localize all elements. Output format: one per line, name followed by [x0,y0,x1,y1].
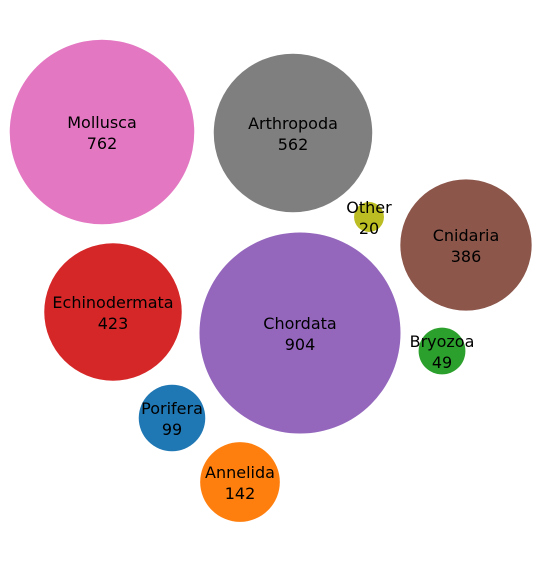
bubble-bryozoa: Bryozoa 49 [410,327,475,375]
bubble-label-mollusca: Mollusca [67,113,137,132]
bubble-value-bryozoa: 49 [432,353,452,372]
bubble-label-cnidaria: Cnidaria [433,226,500,245]
bubble-annelida: Annelida 142 [200,442,280,522]
bubble-porifera: Porifera 99 [138,384,206,452]
bubble-label-arthropoda: Arthropoda [248,114,338,133]
bubble-echinodermata: Echinodermata 423 [44,243,182,381]
bubble-other: Other 20 [346,198,392,238]
bubble-label-annelida: Annelida [205,463,275,482]
bubble-circle-chordata [199,232,401,434]
bubble-label-porifera: Porifera [141,399,203,418]
bubble-value-other: 20 [359,219,379,238]
bubble-value-annelida: 142 [225,484,256,503]
bubble-label-chordata: Chordata [263,314,336,333]
bubble-circle-echinodermata [44,243,182,381]
bubble-value-cnidaria: 386 [451,247,482,266]
bubble-chordata: Chordata 904 [199,232,401,434]
bubble-arthropoda: Arthropoda 562 [213,53,373,213]
bubble-value-echinodermata: 423 [98,314,129,333]
bubble-label-bryozoa: Bryozoa [410,332,475,351]
bubble-label-other: Other [346,198,392,217]
bubble-circle-annelida [200,442,280,522]
bubble-circle-other [354,202,384,232]
bubble-value-arthropoda: 562 [278,135,309,154]
bubble-label-echinodermata: Echinodermata [52,293,173,312]
bubble-circle-bryozoa [418,327,466,375]
bubble-circle-arthropoda [213,53,373,213]
bubble-circle-cnidaria [400,179,532,311]
bubble-circle-mollusca [9,39,195,225]
bubble-cnidaria: Cnidaria 386 [400,179,532,311]
bubble-value-chordata: 904 [285,335,316,354]
bubble-value-porifera: 99 [162,420,182,439]
bubble-mollusca: Mollusca 762 [9,39,195,225]
bubble-value-mollusca: 762 [87,134,118,153]
bubble-circle-porifera [138,384,206,452]
